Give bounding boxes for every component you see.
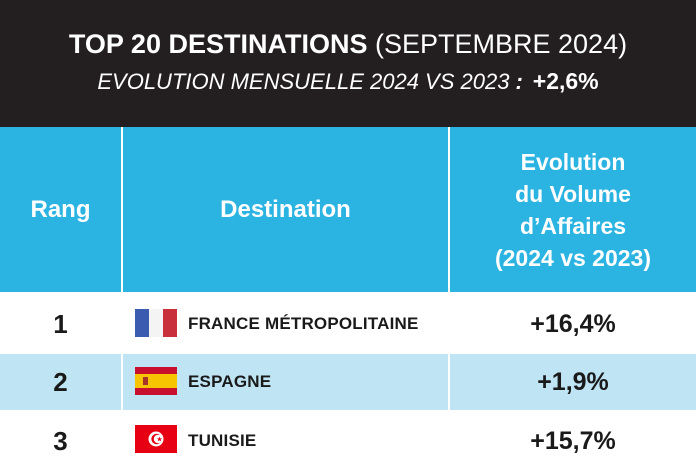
row-evolution: +1,9% (537, 367, 609, 396)
column-header-evolution-line: d’Affaires (519, 212, 627, 239)
overall-evolution-value: +2,6% (532, 68, 599, 94)
row-rank: 3 (53, 425, 68, 456)
column-header-evolution: Evolution du Volume d’Affaires (2024 vs … (450, 127, 696, 292)
row-evolution: +16,4% (530, 309, 616, 338)
page-title: TOP 20 DESTINATIONS (SEPTEMBRE 2024) (0, 28, 696, 60)
france-flag-icon (135, 309, 177, 337)
row-divider (0, 352, 696, 354)
title-period: (SEPTEMBRE 2024) (375, 29, 628, 59)
row-divider (0, 292, 696, 294)
tunisia-flag-icon (135, 425, 177, 453)
row-destination: FRANCE MÉTROPOLITAINE (188, 314, 419, 333)
subtitle-text: EVOLUTION MENSUELLE 2024 VS 2023 (97, 69, 510, 94)
row-evolution: +15,7% (530, 426, 616, 455)
row-destination: ESPAGNE (188, 372, 272, 391)
title-main: TOP 20 DESTINATIONS (68, 29, 368, 59)
row-divider (0, 410, 696, 412)
column-header-destination: Destination (220, 195, 351, 223)
table-row: 3 TUNISIE +15,7% (0, 412, 696, 460)
row-rank: 1 (53, 308, 68, 339)
subtitle: EVOLUTION MENSUELLE 2024 VS 2023: +2,6% (0, 68, 696, 95)
table-header: Rang Destination Evolution du Volume d’A… (0, 127, 696, 292)
subtitle-colon: : (515, 69, 523, 94)
column-divider (121, 127, 123, 460)
column-header-evolution-line: (2024 vs 2023) (494, 244, 651, 271)
column-header-evolution-line: Evolution (520, 148, 626, 175)
row-destination: TUNISIE (188, 431, 257, 450)
column-header-evolution-line: du Volume (515, 180, 631, 207)
row-rank: 2 (53, 366, 68, 397)
table-row: 1 FRANCE MÉTROPOLITAINE +16,4% (0, 296, 696, 352)
title-banner: TOP 20 DESTINATIONS (SEPTEMBRE 2024) EVO… (0, 0, 696, 127)
column-header-rank: Rang (30, 195, 91, 223)
column-divider (448, 127, 450, 460)
table-row: 2 ESPAGNE +1,9% (0, 354, 696, 410)
spain-flag-icon (135, 367, 177, 395)
